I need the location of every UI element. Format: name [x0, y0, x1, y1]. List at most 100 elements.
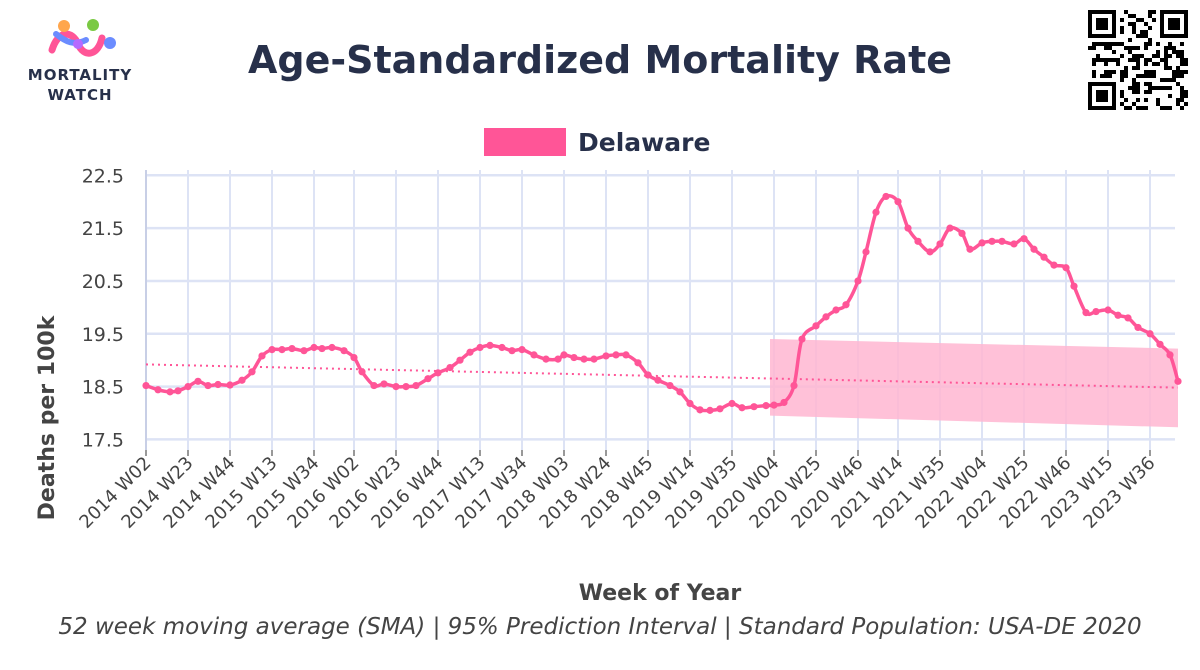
- data-point: [204, 381, 212, 390]
- qr-module: [1140, 30, 1144, 34]
- qr-module: [1120, 26, 1124, 30]
- data-point: [1104, 306, 1112, 314]
- data-point: [278, 346, 286, 354]
- qr-module: [1144, 30, 1148, 34]
- qr-module: [1156, 50, 1160, 54]
- data-point: [370, 381, 378, 390]
- qr-module: [1160, 106, 1164, 110]
- qr-module: [1116, 62, 1120, 66]
- data-point: [214, 380, 222, 389]
- data-point: [602, 352, 610, 360]
- qr-module: [1132, 46, 1136, 50]
- qr-module: [1128, 50, 1132, 54]
- data-point: [184, 383, 192, 391]
- qr-module: [1184, 102, 1188, 106]
- qr-module: [1168, 86, 1172, 90]
- data-point: [268, 346, 276, 354]
- qr-module: [1168, 94, 1172, 98]
- qr-module: [1144, 70, 1148, 74]
- qr-module: [1120, 42, 1124, 46]
- data-point: [1082, 309, 1090, 317]
- data-point: [798, 335, 806, 343]
- data-point: [654, 376, 662, 384]
- data-point: [238, 376, 246, 384]
- qr-module: [1112, 42, 1116, 46]
- qr-module: [1168, 42, 1172, 46]
- data-point: [1146, 330, 1154, 338]
- qr-module: [1092, 58, 1096, 62]
- data-point: [612, 351, 620, 359]
- data-point: [904, 224, 912, 232]
- qr-module: [1136, 34, 1140, 38]
- qr-module: [1144, 42, 1148, 46]
- qr-code-icon[interactable]: [1088, 10, 1190, 110]
- data-point: [476, 343, 484, 352]
- data-point: [402, 383, 410, 391]
- qr-module: [1132, 90, 1136, 94]
- qr-module: [1156, 62, 1160, 66]
- qr-module: [1132, 86, 1136, 90]
- qr-module: [1120, 78, 1124, 82]
- qr-module: [1136, 82, 1140, 86]
- data-point: [812, 322, 820, 330]
- legend[interactable]: Delaware: [484, 126, 710, 158]
- data-point: [542, 355, 550, 363]
- qr-module: [1176, 82, 1180, 86]
- data-point: [154, 386, 162, 394]
- data-point: [570, 353, 578, 362]
- data-point: [328, 343, 336, 352]
- qr-module: [1144, 82, 1148, 86]
- data-point: [1134, 323, 1142, 332]
- qr-module: [1148, 42, 1152, 46]
- qr-module: [1136, 46, 1140, 50]
- qr-module: [1160, 86, 1164, 90]
- qr-module: [1144, 34, 1148, 38]
- data-point: [380, 380, 388, 388]
- data-point: [288, 344, 296, 353]
- qr-finder-core: [1168, 18, 1180, 30]
- qr-module: [1136, 106, 1140, 110]
- qr-module: [1128, 46, 1132, 50]
- data-point: [842, 301, 850, 309]
- qr-module: [1176, 66, 1180, 70]
- data-point: [854, 277, 862, 285]
- baseline-trend-line: [145, 363, 1179, 389]
- y-tick-label: 18.5: [82, 377, 124, 399]
- data-point: [998, 237, 1006, 245]
- qr-module: [1132, 102, 1136, 106]
- data-point: [644, 371, 652, 379]
- qr-module: [1108, 42, 1112, 46]
- qr-module: [1132, 54, 1136, 58]
- data-point: [1050, 261, 1058, 269]
- data-point: [518, 346, 526, 354]
- qr-module: [1092, 46, 1096, 50]
- logo: MORTALITY WATCH: [14, 16, 146, 108]
- qr-module: [1116, 42, 1120, 46]
- data-point: [340, 347, 348, 355]
- data-point: [770, 401, 778, 409]
- qr-module: [1176, 54, 1180, 58]
- qr-module: [1164, 62, 1168, 66]
- qr-module: [1144, 106, 1148, 110]
- qr-module: [1112, 58, 1116, 62]
- data-point: [676, 388, 684, 396]
- qr-module: [1180, 86, 1184, 90]
- data-point: [1114, 311, 1122, 319]
- qr-module: [1140, 18, 1144, 22]
- data-point: [634, 359, 642, 367]
- qr-module: [1144, 46, 1148, 50]
- qr-module: [1180, 50, 1184, 54]
- data-point: [622, 351, 630, 359]
- qr-module: [1172, 74, 1176, 78]
- qr-module: [1120, 102, 1124, 106]
- data-point: [166, 388, 174, 396]
- qr-module: [1108, 70, 1112, 74]
- qr-module: [1124, 66, 1128, 70]
- data-point: [946, 224, 954, 232]
- data-point: [832, 306, 840, 314]
- data-point: [174, 387, 182, 395]
- data-point: [1166, 351, 1174, 359]
- qr-module: [1136, 18, 1140, 22]
- qr-module: [1136, 74, 1140, 78]
